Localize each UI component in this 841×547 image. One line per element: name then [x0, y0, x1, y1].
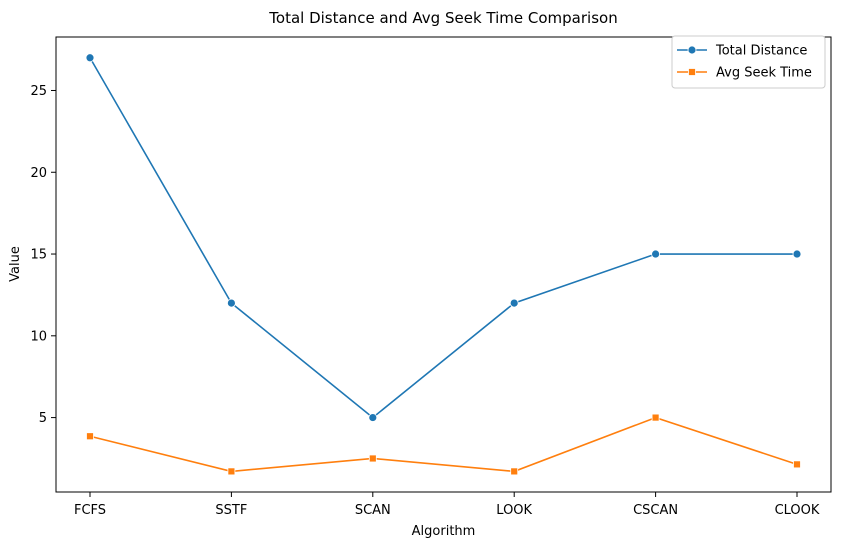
series-line	[89, 416, 798, 473]
data-point	[510, 467, 519, 476]
x-axis: FCFS SSTF SCAN LOOK CSCAN CLOOK	[74, 492, 820, 518]
data-point	[368, 413, 378, 422]
series-1	[86, 413, 801, 476]
x-tick-label: CSCAN	[633, 503, 678, 518]
legend-item: Total Distance	[677, 44, 807, 59]
x-axis-label: Algorithm	[412, 524, 476, 539]
y-tick-label: 10	[30, 329, 47, 344]
y-axis: 5 10 15 20 25	[30, 84, 56, 426]
legend-item: Avg Seek Time	[677, 66, 812, 81]
y-axis-label: Value	[8, 246, 23, 282]
chart-title: Total Distance and Avg Seek Time Compari…	[268, 9, 617, 27]
data-point	[226, 298, 236, 308]
data-point	[509, 298, 519, 308]
plot-area: 5 10 15 20 25 FCFS SSTF SCAN LOOK CSCAN CLOOK	[30, 36, 832, 518]
x-tick-label: SCAN	[355, 503, 391, 518]
y-tick-label: 20	[30, 166, 47, 181]
series-layer	[85, 53, 802, 476]
data-point	[651, 413, 660, 422]
data-point	[227, 467, 236, 476]
data-point	[368, 454, 377, 463]
series-0	[85, 53, 802, 422]
x-tick-label: FCFS	[74, 503, 106, 518]
legend-label: Avg Seek Time	[716, 66, 812, 81]
series-line	[89, 57, 797, 419]
data-point	[651, 249, 660, 259]
y-tick-label: 25	[30, 84, 47, 99]
x-tick-label: CLOOK	[775, 503, 820, 518]
legend-label: Total Distance	[715, 44, 807, 59]
legend-box	[671, 35, 826, 89]
y-tick-label: 5	[39, 411, 47, 426]
x-tick-label: LOOK	[496, 503, 532, 518]
data-point	[793, 460, 801, 469]
data-point	[792, 249, 802, 259]
x-tick-label: SSTF	[215, 503, 247, 518]
legend-marker	[687, 45, 697, 55]
plot-frame	[55, 36, 832, 493]
legend-marker	[688, 68, 696, 76]
data-point	[85, 53, 95, 63]
y-tick-label: 15	[30, 248, 47, 263]
data-point	[86, 432, 94, 441]
legend: Total Distance Avg Seek Time	[671, 35, 826, 89]
